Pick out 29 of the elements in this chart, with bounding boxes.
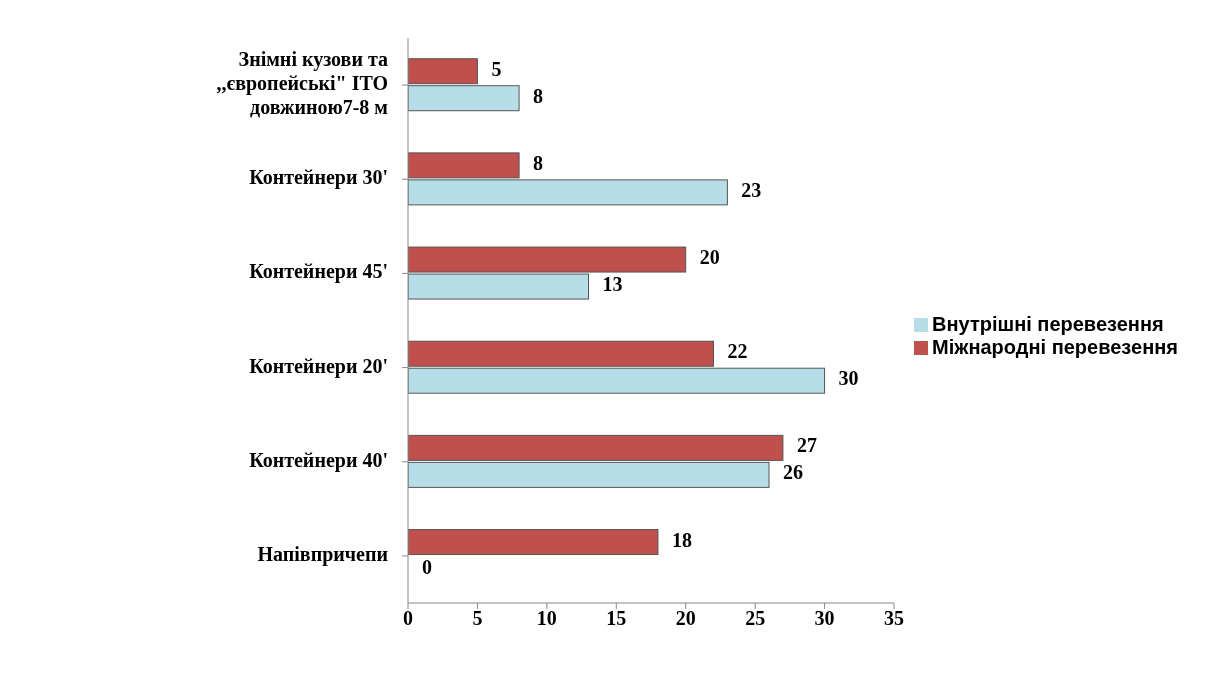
- y-tick-label: Контейнери 45': [249, 260, 388, 284]
- data-label: 0: [422, 555, 432, 578]
- data-label: 18: [671, 528, 692, 551]
- data-label: 8: [533, 84, 544, 107]
- data-label: 20: [699, 246, 720, 269]
- data-label: 27: [796, 434, 817, 457]
- data-label: 22: [727, 340, 748, 363]
- data-label: 26: [783, 461, 804, 484]
- legend-label: Внутрішні перевезення: [932, 312, 1164, 335]
- y-tick-label: Знімні кузови та ,,європейські" ITO довжиною7-8 м: [216, 47, 388, 118]
- x-tick-label: 5: [472, 607, 483, 630]
- bar: [408, 529, 659, 556]
- x-tick-label: 25: [745, 607, 766, 630]
- data-label: 13: [602, 273, 623, 296]
- x-tick-label: 10: [536, 607, 557, 630]
- data-label: 30: [838, 367, 859, 390]
- data-label: 5: [491, 57, 502, 80]
- y-tick-label: Напівпричепи: [257, 542, 388, 566]
- legend-label: Міжнародні перевезення: [932, 335, 1178, 358]
- y-tick-label: Контейнери 40': [249, 448, 388, 472]
- y-tick-label: Контейнери 20': [249, 354, 388, 378]
- x-tick-label: 0: [403, 607, 413, 630]
- x-tick-label: 30: [814, 607, 835, 630]
- data-label: 23: [741, 178, 762, 201]
- x-tick-label: 35: [884, 607, 904, 630]
- x-tick-label: 20: [675, 607, 696, 630]
- y-tick-label: Контейнери 30': [249, 165, 388, 189]
- data-label: 8: [533, 151, 544, 174]
- x-tick-label: 15: [606, 607, 627, 630]
